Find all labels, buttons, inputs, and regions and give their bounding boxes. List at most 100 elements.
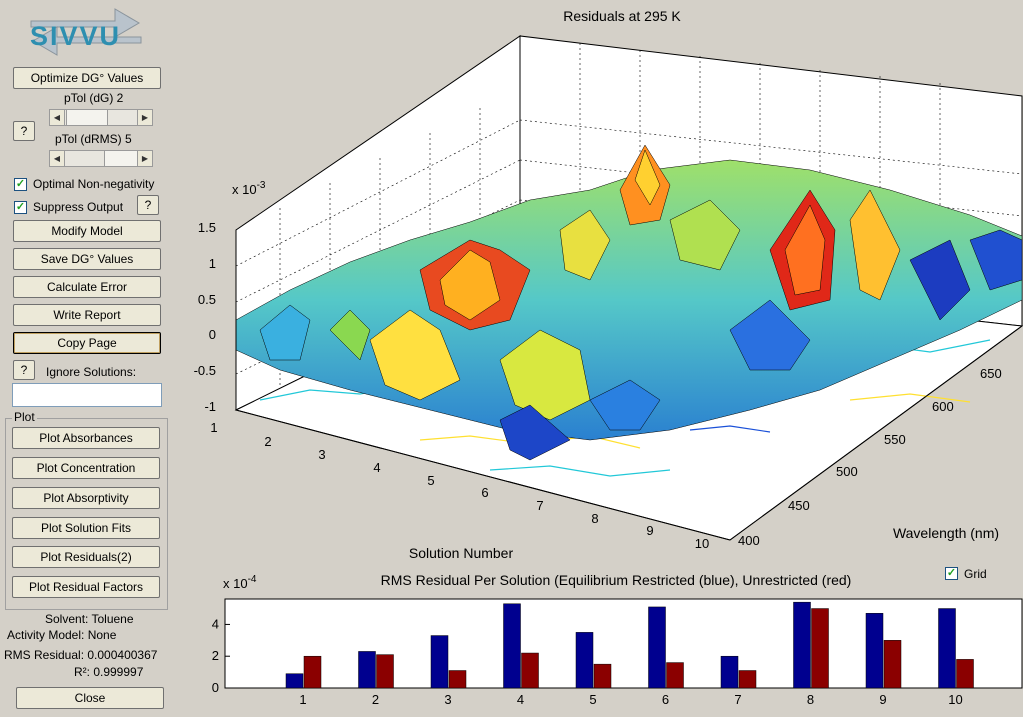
slider-thumb[interactable]: [66, 110, 108, 125]
plot-panel-title: Plot: [12, 410, 37, 424]
y-tick: 450: [788, 498, 810, 513]
bar-x-ticks: 1 2 3 4 5 6 7 8 9 10: [299, 692, 962, 707]
bar-y-tick-label: 0: [212, 680, 219, 695]
optimize-dg-button[interactable]: Optimize DG° Values: [13, 67, 161, 89]
x-tick: 6: [481, 485, 488, 500]
activity-model-label: Activity Model: None: [7, 628, 117, 642]
bar-unrestricted-3: [448, 670, 467, 689]
z-exponent-label: x 10-3: [232, 180, 266, 197]
slider-right-arrow-icon[interactable]: ▶: [137, 151, 152, 166]
copy-page-button[interactable]: Copy Page: [13, 332, 161, 354]
bar-x-tick-label: 6: [662, 692, 669, 707]
y-axis-label: Wavelength (nm): [893, 525, 999, 541]
bar-chart-title: RMS Residual Per Solution (Equilibrium R…: [381, 572, 852, 588]
z-tick: 1: [209, 256, 216, 271]
plot-residuals-button[interactable]: Plot Residuals(2): [12, 546, 160, 568]
x-axis-label: Solution Number: [409, 545, 514, 561]
bar-y-tick-label: 4: [212, 616, 219, 631]
bar-unrestricted-5: [593, 663, 612, 689]
residual-surface-plot: Residuals at 295 K: [194, 8, 1023, 561]
bar-x-tick-label: 9: [879, 692, 886, 707]
suppress-output-checkbox[interactable]: ✓: [14, 201, 27, 214]
bar-restricted-6: [648, 606, 666, 689]
plot-panel: [5, 418, 168, 610]
grid-label: Grid: [964, 567, 987, 581]
surface-title: Residuals at 295 K: [563, 8, 681, 24]
solvent-label: Solvent: Toluene: [45, 612, 134, 626]
bar-y-exponent-label: x 10-4: [223, 574, 257, 591]
write-report-button[interactable]: Write Report: [13, 304, 161, 326]
help-button-suppress[interactable]: ?: [137, 195, 159, 215]
plot-residual-factors-button[interactable]: Plot Residual Factors: [12, 576, 160, 598]
optimal-nonneg-label: Optimal Non-negativity: [33, 177, 155, 191]
bar-unrestricted-8: [811, 608, 829, 689]
slider-left-arrow-icon[interactable]: ◀: [50, 110, 65, 125]
bar-unrestricted-2: [376, 654, 394, 689]
z-tick: 1.5: [198, 220, 216, 235]
slider-left-arrow-icon[interactable]: ◀: [50, 151, 65, 166]
z-tick-labels: 1.5 1 0.5 0 -0.5 -1: [194, 220, 216, 414]
help-button-ignore[interactable]: ?: [13, 360, 35, 380]
ptol-dg-label: pTol (dG) 2: [64, 91, 124, 105]
x-tick: 3: [318, 447, 325, 462]
bar-restricted-2: [358, 651, 376, 689]
bar-unrestricted-9: [883, 640, 902, 689]
help-button-ptol[interactable]: ?: [13, 121, 35, 141]
calculate-error-button[interactable]: Calculate Error: [13, 276, 161, 298]
bar-y-tick-label: 2: [212, 648, 219, 663]
bar-unrestricted-1: [303, 655, 322, 689]
r-squared-label: R²: 0.999997: [74, 665, 144, 679]
plot-concentration-button[interactable]: Plot Concentration: [12, 457, 160, 479]
z-tick: 0: [209, 327, 216, 342]
bar-restricted-3: [430, 635, 449, 689]
modify-model-button[interactable]: Modify Model: [13, 220, 161, 242]
plot-absorptivity-button[interactable]: Plot Absorptivity: [12, 487, 160, 509]
bar-x-tick-label: 4: [517, 692, 524, 707]
plot-solution-fits-button[interactable]: Plot Solution Fits: [12, 517, 160, 539]
x-tick: 7: [536, 498, 543, 513]
z-tick: -1: [204, 399, 216, 414]
x-tick: 4: [373, 460, 380, 475]
slider-right-arrow-icon[interactable]: ▶: [137, 110, 152, 125]
y-tick-labels: 400 450 500 550 600 650: [738, 366, 1002, 548]
ptol-dg-slider[interactable]: ◀ ▶: [49, 109, 153, 126]
y-tick: 650: [980, 366, 1002, 381]
z-tick: -0.5: [194, 363, 216, 378]
sivvu-logo: SIVVU: [27, 5, 145, 61]
rms-residual-label: RMS Residual: 0.000400367: [4, 648, 158, 662]
x-tick: 1: [210, 420, 217, 435]
plot-absorbances-button[interactable]: Plot Absorbances: [12, 427, 160, 449]
ignore-solutions-input[interactable]: [12, 383, 162, 407]
bar-plot-area: [224, 598, 1023, 689]
bar-x-tick-label: 2: [372, 692, 379, 707]
save-dg-button[interactable]: Save DG° Values: [13, 248, 161, 270]
bar-restricted-4: [503, 603, 521, 689]
y-tick: 600: [932, 399, 954, 414]
y-tick: 500: [836, 464, 858, 479]
bar-x-tick-label: 7: [734, 692, 741, 707]
logo-text: SIVVU: [30, 21, 122, 51]
optimal-nonneg-checkbox[interactable]: ✓: [14, 178, 27, 191]
x-tick: 5: [427, 473, 434, 488]
ptol-drms-slider[interactable]: ◀ ▶: [49, 150, 153, 167]
y-tick: 400: [738, 533, 760, 548]
bar-restricted-8: [793, 601, 811, 689]
x-tick: 10: [695, 536, 709, 551]
bar-x-tick-label: 1: [299, 692, 306, 707]
ignore-solutions-label: Ignore Solutions:: [46, 365, 137, 379]
front-axes: [235, 230, 1023, 541]
bar-restricted-7: [720, 655, 739, 689]
bar-restricted-1: [285, 673, 304, 689]
z-tick: 0.5: [198, 292, 216, 307]
bar-unrestricted-4: [521, 652, 539, 689]
grid-checkbox[interactable]: ✓: [945, 567, 958, 580]
suppress-output-label: Suppress Output: [33, 200, 124, 214]
bar-x-tick-label: 10: [948, 692, 962, 707]
y-tick: 550: [884, 432, 906, 447]
x-tick: 2: [264, 434, 271, 449]
close-button[interactable]: Close: [16, 687, 164, 709]
bar-y-ticks: 0 2 4: [212, 616, 230, 695]
logo-arrows-icon: [30, 8, 142, 56]
bar-unrestricted-6: [666, 662, 684, 689]
bar-restricted-9: [865, 613, 884, 689]
